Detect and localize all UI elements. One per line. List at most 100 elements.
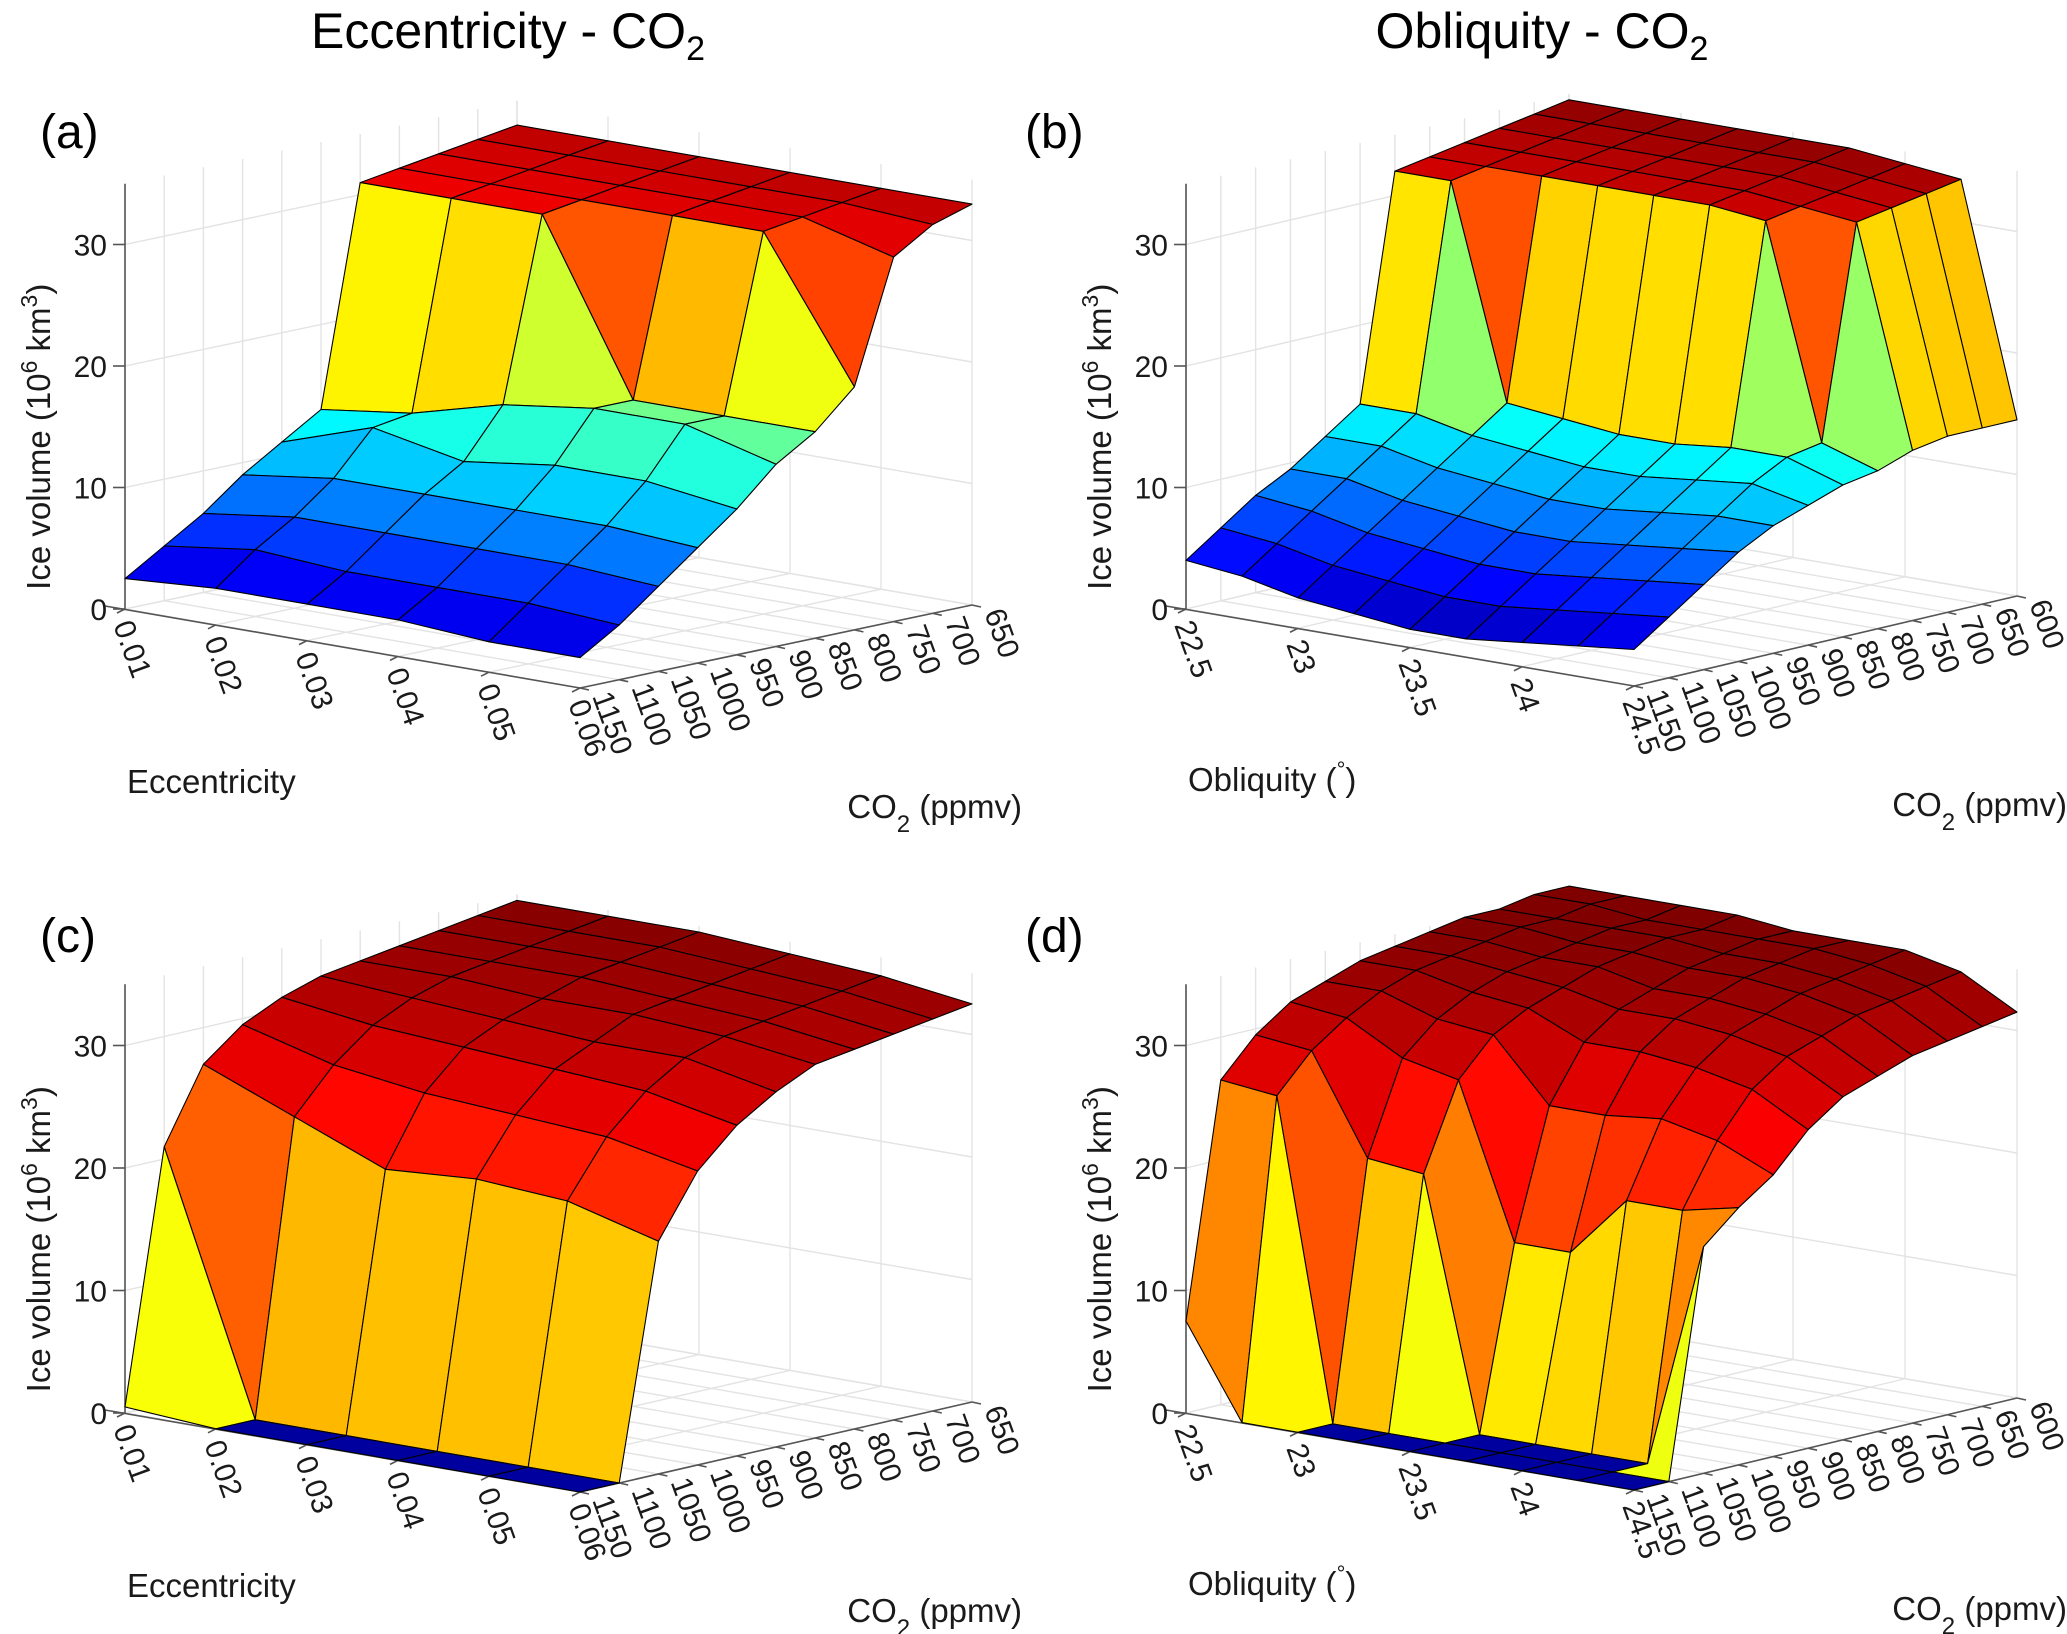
x-tick: [571, 1491, 581, 1497]
y-tick: [971, 604, 982, 608]
x-axis-label: Obliquity (°): [1188, 1561, 1356, 1602]
x-tick: [1401, 1450, 1411, 1457]
y-tick: [1703, 668, 1713, 673]
x-tick-label: 0.04: [379, 664, 430, 730]
y-tick: [658, 1473, 668, 1477]
x-tick-label: 0.05: [470, 679, 521, 745]
y-axis-label: CO2 (ppmv): [1892, 1590, 2067, 1634]
x-tick: [116, 1412, 126, 1418]
surface: [124, 124, 973, 659]
z-axis-label: Ice volume (106 km3): [1077, 284, 1118, 590]
y-tick: [1773, 1455, 1783, 1460]
z-tick-label: 0: [1151, 594, 1168, 627]
x-axis-label: Eccentricity: [127, 763, 296, 800]
x-tick-label: 0.04: [379, 1468, 430, 1534]
y-tick: [736, 1455, 746, 1459]
z-tick-label: 20: [1135, 1153, 1168, 1186]
y-tick: [775, 1446, 786, 1450]
x-tick-label: 23: [1279, 635, 1321, 678]
y-tick: [2016, 595, 2027, 599]
y-tick: [619, 678, 629, 683]
y-tick: [1912, 1422, 1922, 1426]
y-tick: [1738, 660, 1748, 665]
x-tick: [1401, 646, 1411, 653]
y-tick: [775, 645, 786, 650]
y-axis: [1633, 595, 2018, 687]
x-axis-label: Obliquity (°): [1188, 757, 1356, 798]
x-tick: [1513, 1470, 1523, 1476]
column-title-obliquity: Obliquity - CO2: [1376, 3, 1709, 68]
z-tick-label: 30: [74, 1031, 107, 1064]
x-tick: [207, 1428, 217, 1434]
y-tick: [736, 654, 746, 658]
x-tick: [298, 1443, 308, 1450]
x-tick: [1289, 627, 1299, 633]
x-tick: [389, 1459, 399, 1466]
panel-label: (b): [1025, 106, 1084, 159]
grid-line: [164, 600, 620, 681]
y-tick: [1842, 1439, 1853, 1443]
panel-label: (a): [40, 106, 99, 159]
z-axis-label: Ice volume (106 km3): [16, 1086, 57, 1392]
y-tick: [697, 662, 707, 666]
y-tick: [1912, 619, 1922, 624]
grid-line: [1521, 576, 1906, 668]
x-tick: [116, 608, 126, 614]
surface-face: [488, 1466, 620, 1493]
y-tick: [1668, 677, 1678, 681]
y-axis: [1633, 1397, 2018, 1491]
y-tick: [1703, 1472, 1713, 1477]
z-tick-label: 30: [1135, 230, 1168, 263]
x-tick: [480, 671, 490, 677]
y-tick: [2016, 1397, 2027, 1401]
y-tick: [1807, 644, 1818, 648]
surface: [124, 899, 973, 1493]
z-axis-label: Ice volume (106 km3): [16, 284, 57, 590]
y-tick: [893, 620, 903, 625]
x-tick-label: 23.5: [1391, 655, 1442, 721]
y-tick: [1982, 603, 1992, 607]
y-tick: [1807, 1447, 1818, 1451]
surface-face: [1577, 1471, 1670, 1491]
z-tick-label: 10: [1135, 1276, 1168, 1309]
y-tick: [1668, 1480, 1678, 1485]
y-tick: [815, 637, 825, 641]
z-tick-label: 30: [1135, 1031, 1168, 1064]
panel-label: (d): [1025, 910, 1084, 963]
x-tick: [1625, 1489, 1635, 1495]
column-title-eccentricity: Eccentricity - CO2: [311, 3, 705, 68]
x-tick: [1177, 1412, 1187, 1418]
z-tick-label: 0: [1151, 1398, 1168, 1431]
x-tick-label: 0.03: [288, 1452, 339, 1518]
x-tick: [1513, 666, 1523, 672]
y-tick: [1947, 1413, 1957, 1418]
z-tick-label: 20: [74, 351, 107, 384]
y-tick: [619, 1482, 629, 1486]
grid-line: [203, 591, 659, 673]
x-axis-label: Eccentricity: [127, 1567, 296, 1604]
x-tick-label: 0.03: [288, 648, 339, 714]
z-tick-label: 10: [74, 1276, 107, 1309]
y-tick: [854, 629, 864, 633]
y-tick: [893, 1419, 903, 1423]
x-axis: [1165, 605, 1635, 687]
y-tick: [1947, 611, 1957, 616]
surface-face: [488, 602, 620, 659]
z-tick-label: 10: [74, 473, 107, 506]
y-tick: [1633, 1489, 1644, 1493]
z-tick-label: 0: [90, 594, 107, 627]
x-tick: [207, 624, 217, 630]
y-axis-label: CO2 (ppmv): [847, 788, 1022, 838]
y-tick: [1982, 1405, 1992, 1410]
x-tick-label: 23: [1279, 1439, 1321, 1482]
y-tick: [579, 1491, 590, 1495]
x-axis: [104, 605, 581, 689]
y-axis-label: CO2 (ppmv): [1892, 786, 2067, 836]
y-tick: [854, 1428, 864, 1432]
